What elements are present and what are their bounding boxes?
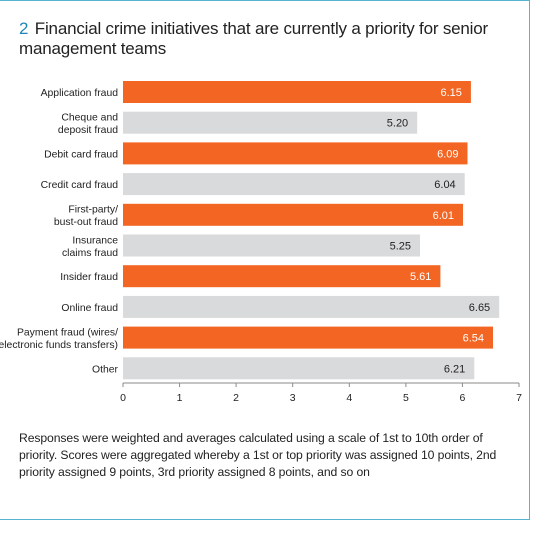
bar xyxy=(123,203,463,226)
data-label: 6.15 xyxy=(440,87,461,99)
data-label: 6.21 xyxy=(444,363,465,375)
data-label: 5.20 xyxy=(387,118,408,130)
figure-frame xyxy=(0,0,530,520)
figure-title: 2 Financial crime initiatives that are c… xyxy=(19,19,499,59)
figure-number: 2 xyxy=(19,19,29,38)
bar xyxy=(123,265,441,288)
figure-caption: Responses were weighted and averages cal… xyxy=(19,431,497,479)
data-label: 6.65 xyxy=(469,302,490,314)
x-tick-label: 5 xyxy=(403,392,409,404)
category-label: Online fraud xyxy=(61,303,118,314)
category-label: First-party/bust-out fraud xyxy=(54,205,118,229)
bar xyxy=(123,81,471,103)
category-label: Credit card fraud xyxy=(41,180,119,191)
bar xyxy=(123,111,418,134)
figure-title-text: Financial crime initiatives that are cur… xyxy=(19,19,488,58)
category-label: Cheque and deposit fraud xyxy=(58,113,118,136)
category-label: Application fraud xyxy=(41,88,119,99)
category-label: Payment fraud (wires/electronic funds tr… xyxy=(0,327,118,351)
data-label: 6.54 xyxy=(463,333,484,345)
bar xyxy=(123,326,493,349)
bar xyxy=(123,357,475,380)
bar-chart: 6.15 Application fraud 5.20 Cheque and depos… xyxy=(0,81,522,404)
data-label: 5.61 xyxy=(410,271,431,283)
category-label: Other xyxy=(92,364,119,375)
data-label: 6.04 xyxy=(434,179,455,191)
bar xyxy=(123,173,465,196)
category-label: Debit card fraud xyxy=(44,149,118,160)
bar xyxy=(123,234,420,257)
x-tick-label: 1 xyxy=(177,392,183,404)
x-tick-label: 7 xyxy=(516,392,522,404)
data-label: 6.01 xyxy=(433,210,454,222)
x-tick-label: 4 xyxy=(346,392,352,404)
x-tick-label: 3 xyxy=(290,392,296,404)
data-label: 5.25 xyxy=(390,241,411,253)
bar xyxy=(123,295,500,318)
data-label: 6.09 xyxy=(437,148,458,160)
x-tick-label: 0 xyxy=(120,392,126,404)
x-tick-label: 2 xyxy=(233,392,239,404)
category-label: Insurance claims fraud xyxy=(62,235,118,258)
category-label: Insider fraud xyxy=(60,272,118,283)
x-tick-label: 6 xyxy=(459,392,465,404)
bar xyxy=(123,142,468,165)
